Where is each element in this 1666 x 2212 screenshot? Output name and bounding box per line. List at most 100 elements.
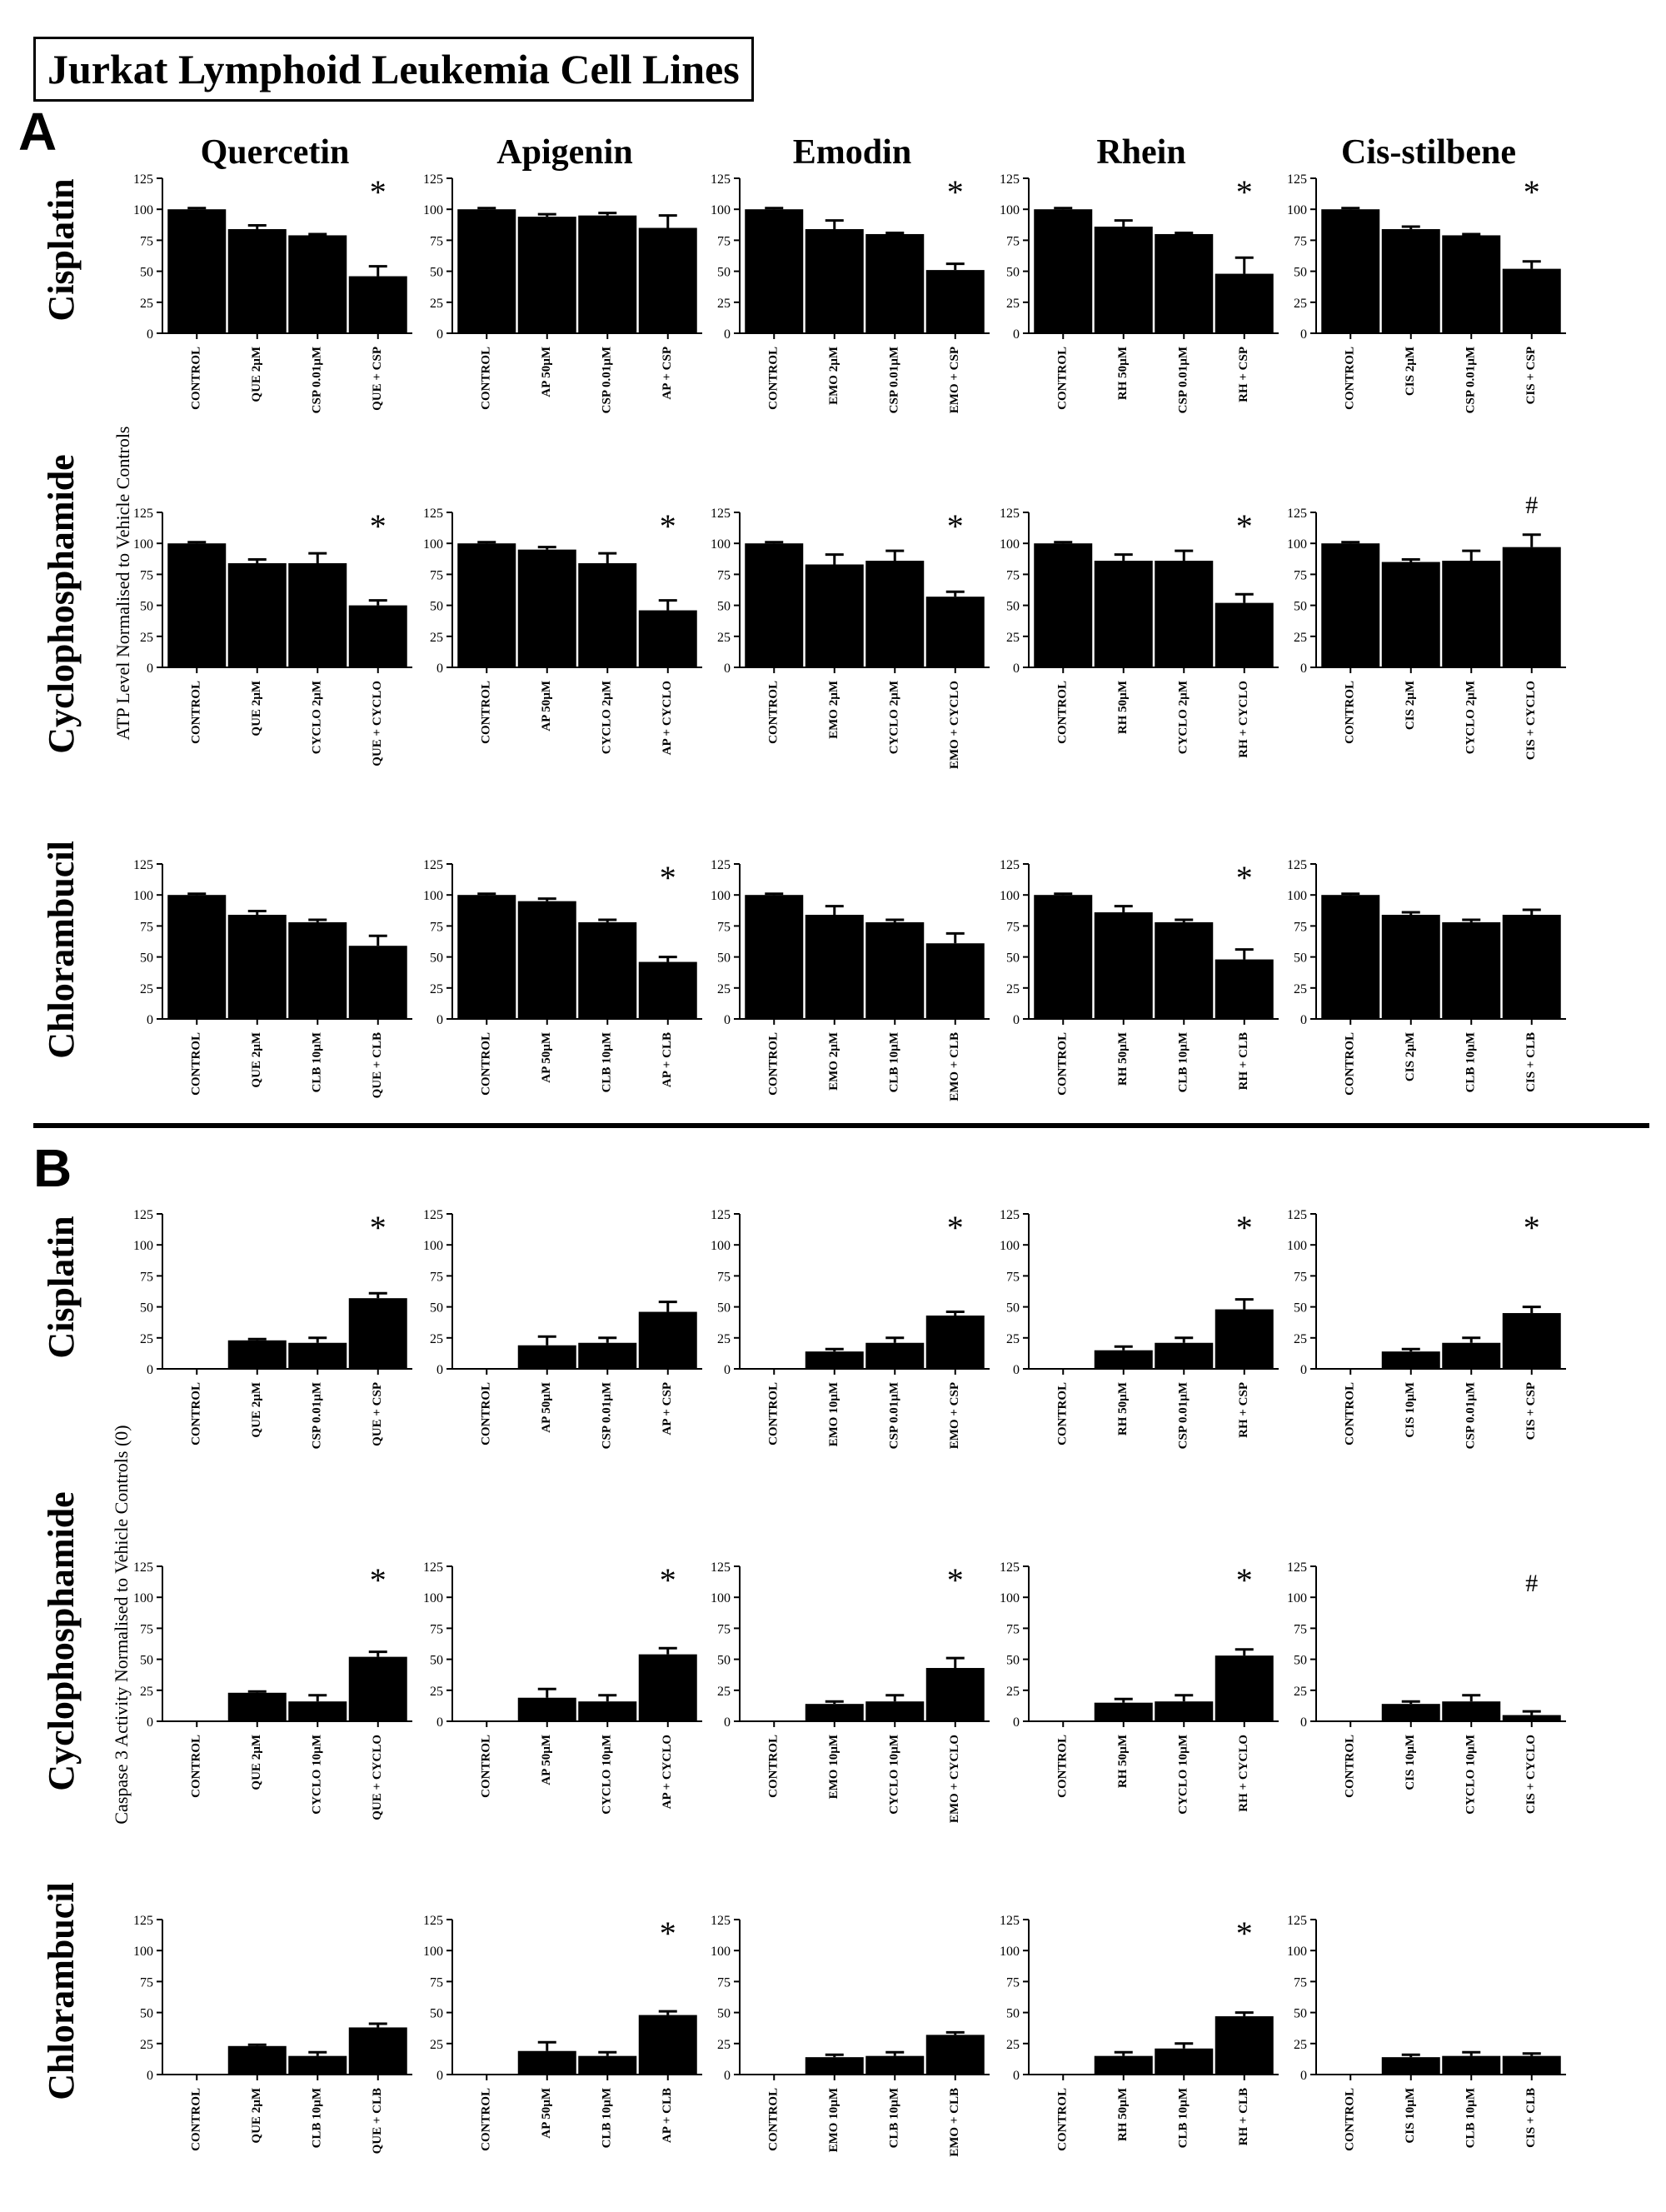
- bar-control: [745, 895, 804, 1019]
- bar-cyclo-2-m: [865, 561, 925, 667]
- category-label: CLB 10µM: [888, 1032, 901, 1092]
- y-tick-label: 75: [1294, 1622, 1307, 1636]
- category-label: CIS + CLB: [1524, 2088, 1538, 2148]
- significance-mark: *: [370, 173, 387, 211]
- significance-mark: #: [1525, 492, 1538, 519]
- significance-mark: *: [947, 173, 964, 211]
- y-tick-label: 125: [711, 1208, 731, 1222]
- bar-emo-clb: [925, 943, 985, 1019]
- bar-cyclo-10-m: [865, 1701, 925, 1721]
- category-label: QUE + CLB: [371, 2088, 384, 2154]
- category-label: CSP 0.01µM: [601, 1382, 614, 1449]
- y-tick-label: 25: [717, 297, 731, 311]
- bar-cis-clb: [1502, 2055, 1561, 2075]
- column-header-emodin: Emodin: [793, 133, 911, 172]
- category-label: AP 50µM: [540, 1032, 553, 1083]
- y-tick-label: 100: [423, 1239, 443, 1253]
- category-label: CONTROL: [190, 2088, 203, 2151]
- bar-rh-clb: [1215, 959, 1274, 1019]
- bar-chart-panel_a-3: 0 25 50 75 100 125 CONTROL RH 50µM CSP 0.01µM RH …: [1000, 172, 1279, 413]
- row-label-panel_a-chlorambucil: Chlorambucil: [41, 841, 82, 1059]
- bar-cyclo-2-m: [578, 563, 637, 667]
- category-label: QUE 2µM: [250, 2088, 263, 2144]
- y-tick-label: 50: [717, 1301, 731, 1316]
- bar-rh-50-m: [1094, 1702, 1153, 1721]
- bar-que-clb: [348, 2027, 407, 2075]
- bar-control: [457, 543, 516, 667]
- bar-emo-cyclo: [925, 597, 985, 667]
- category-label: QUE + CSP: [371, 1382, 384, 1446]
- bar-control: [167, 209, 227, 333]
- column-header-quercetin: Quercetin: [201, 133, 350, 172]
- ylabel-panel-a: ATP Level Normalised to Vehicle Controls: [112, 427, 133, 741]
- y-tick-label: 25: [1294, 1685, 1307, 1699]
- bar-cis-cyclo: [1502, 1715, 1561, 1721]
- category-label: CONTROL: [480, 681, 493, 744]
- bar-clb-10-m: [1442, 2055, 1501, 2075]
- y-tick-label: 50: [1294, 1654, 1307, 1668]
- row-label-panel_b-cyclophosphamide: Cyclophosphamide: [41, 1491, 82, 1790]
- y-tick-label: 125: [133, 1914, 153, 1928]
- bar-que-2-m: [227, 229, 287, 333]
- category-label: CLB 10µM: [311, 1032, 324, 1092]
- y-tick-label: 75: [430, 234, 443, 248]
- category-label: CIS 10µM: [1404, 1735, 1417, 1790]
- bar-chart-panel_b-4: 0 25 50 75 100 125 CONTROL CIS 10µM CSP 0.01µM CI…: [1287, 1208, 1566, 1449]
- y-tick-label: 125: [711, 858, 731, 872]
- category-label: QUE 2µM: [250, 1382, 263, 1438]
- y-tick-label: 0: [1300, 1013, 1307, 1027]
- y-tick-label: 125: [423, 1560, 443, 1575]
- category-label: RH 50µM: [1116, 2088, 1130, 2141]
- category-label: CONTROL: [767, 2088, 781, 2151]
- category-label: CSP 0.01µM: [311, 347, 324, 413]
- y-tick-label: 50: [1006, 2007, 1020, 2021]
- bar-cis-10-m: [1381, 1704, 1440, 1721]
- category-label: CSP 0.01µM: [311, 1382, 324, 1449]
- bar-chart-panel_b-12: 0 25 50 75 100 125 CONTROL EMO 10µM CLB 10µM EMO …: [711, 1914, 990, 2157]
- y-tick-label: 50: [717, 951, 731, 966]
- category-label: CIS 10µM: [1404, 2088, 1417, 2144]
- figure-title: Jurkat Lymphoid Leukemia Cell Lines: [33, 37, 754, 102]
- y-tick-label: 75: [1294, 1975, 1307, 1990]
- category-label: EMO + CSP: [948, 1382, 961, 1449]
- category-label: EMO + CLB: [948, 1032, 961, 1101]
- category-label: CONTROL: [767, 681, 781, 744]
- bar-que-2-m: [227, 1340, 287, 1369]
- y-tick-label: 0: [1300, 1363, 1307, 1377]
- bar-chart-panel_b-7: 0 25 50 75 100 125 CONTROL EMO 10µM CYCLO 10µM EM…: [711, 1560, 990, 1823]
- y-tick-label: 0: [724, 1363, 731, 1377]
- bar-control: [1034, 543, 1093, 667]
- y-tick-label: 25: [140, 982, 153, 996]
- y-tick-label: 75: [717, 1622, 731, 1636]
- y-tick-label: 100: [1000, 1239, 1020, 1253]
- y-tick-label: 100: [133, 889, 153, 903]
- bar-emo-2-m: [805, 915, 864, 1019]
- significance-mark: *: [947, 507, 964, 545]
- y-tick-label: 75: [717, 1975, 731, 1990]
- bar-clb-10-m: [578, 921, 637, 1019]
- category-label: CONTROL: [1344, 347, 1357, 410]
- significance-mark: *: [1236, 859, 1253, 896]
- y-tick-label: 25: [140, 297, 153, 311]
- y-tick-label: 50: [717, 2007, 731, 2021]
- y-tick-label: 100: [711, 1239, 731, 1253]
- y-tick-label: 0: [1013, 1013, 1020, 1027]
- category-label: QUE + CLB: [371, 1032, 384, 1098]
- y-tick-label: 125: [133, 858, 153, 872]
- y-tick-label: 50: [717, 1654, 731, 1668]
- category-label: CONTROL: [190, 1382, 203, 1446]
- category-label: EMO 2µM: [827, 347, 840, 405]
- y-tick-label: 75: [430, 1622, 443, 1636]
- y-tick-label: 100: [1287, 1945, 1307, 1959]
- bar-cis-csp: [1502, 1313, 1561, 1369]
- y-tick-label: 0: [147, 327, 153, 342]
- bar-ap-50-m: [517, 901, 576, 1019]
- y-tick-label: 75: [1294, 920, 1307, 934]
- significance-mark: *: [660, 1561, 676, 1599]
- y-tick-label: 75: [1006, 234, 1020, 248]
- bar-cis-2-m: [1381, 915, 1440, 1019]
- category-label: CONTROL: [767, 1735, 781, 1798]
- y-tick-label: 125: [423, 1208, 443, 1222]
- category-label: CONTROL: [1344, 1032, 1357, 1096]
- bar-chart-panel_a-6: 0 25 50 75 100 125 CONTROL AP 50µM CYCLO 2µM AP +…: [423, 507, 702, 755]
